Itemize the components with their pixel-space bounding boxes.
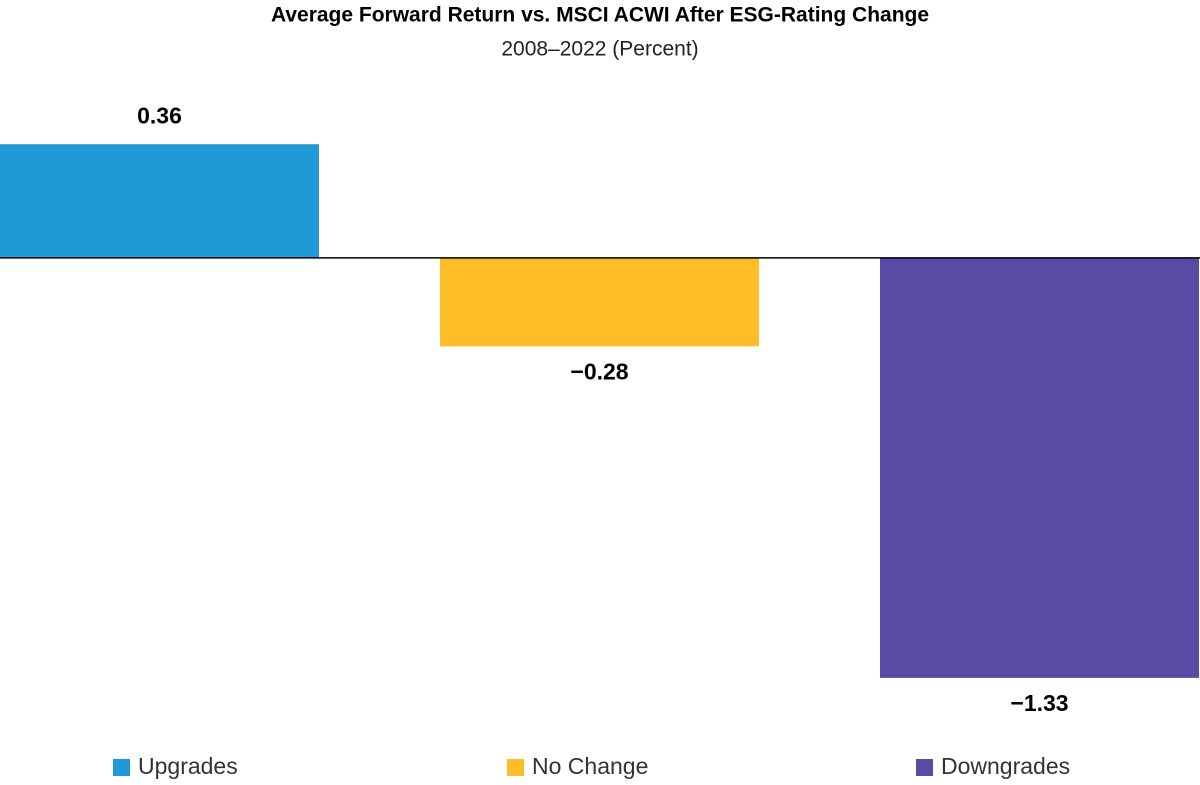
bar: [440, 257, 759, 347]
legend-label: No Change: [532, 753, 648, 779]
chart-subtitle: 2008–2022 (Percent): [501, 38, 698, 61]
legend-swatch: [916, 759, 933, 776]
value-label: −0.28: [570, 358, 628, 384]
bar: [0, 144, 319, 258]
bar: [880, 257, 1199, 678]
legend-label: Downgrades: [941, 753, 1070, 779]
value-label: 0.36: [137, 102, 182, 128]
legend-swatch: [507, 759, 524, 776]
legend-swatch: [113, 759, 130, 776]
chart-title: Average Forward Return vs. MSCI ACWI Aft…: [271, 4, 929, 27]
legend-label: Upgrades: [138, 753, 238, 779]
value-label: −1.33: [1010, 690, 1068, 716]
